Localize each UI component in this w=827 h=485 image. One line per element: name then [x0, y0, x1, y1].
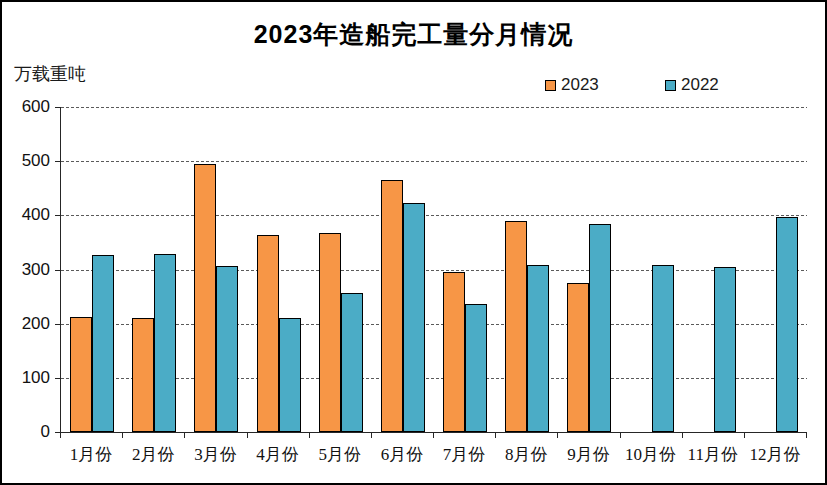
bar-2022-5月份: [341, 293, 363, 432]
y-tick-600: [55, 107, 60, 108]
x-tick-9: [620, 433, 621, 438]
plot-area: [60, 107, 807, 433]
x-tick-4: [309, 433, 310, 438]
y-axis-unit-label: 万载重吨: [14, 62, 86, 86]
bar-2023-1月份: [70, 317, 92, 432]
bar-2022-1月份: [92, 255, 114, 432]
bar-2023-5月份: [319, 233, 341, 432]
category-slot-3月份: [185, 107, 247, 432]
x-axis-label-5月份: 5月份: [309, 445, 371, 465]
x-axis-label-11月份: 11月份: [682, 445, 744, 465]
bar-2023-9月份: [567, 283, 589, 432]
x-axis-label-12月份: 12月份: [744, 445, 806, 465]
y-tick-100: [55, 378, 60, 379]
category-slot-9月份: [558, 107, 620, 432]
x-tick-1: [122, 433, 123, 438]
bar-2022-3月份: [216, 266, 238, 432]
bar-2022-8月份: [527, 265, 549, 432]
bar-series-container: [61, 107, 807, 432]
bar-2023-6月份: [381, 180, 403, 432]
bar-2023-3月份: [194, 164, 216, 432]
bar-2023-4月份: [257, 235, 279, 432]
bar-2022-7月份: [465, 304, 487, 432]
legend-label-2023: 2023: [561, 75, 599, 95]
category-slot-10月份: [621, 107, 683, 432]
category-slot-2月份: [123, 107, 185, 432]
y-axis-label-500: 500: [4, 152, 50, 170]
bar-2023-8月份: [505, 221, 527, 432]
category-slot-11月份: [683, 107, 745, 432]
x-tick-12: [806, 433, 807, 438]
x-tick-6: [433, 433, 434, 438]
legend-swatch-2022-icon: [665, 80, 676, 91]
x-tick-7: [495, 433, 496, 438]
y-tick-300: [55, 270, 60, 271]
legend-swatch-2023-icon: [545, 80, 556, 91]
y-axis-label-300: 300: [4, 261, 50, 279]
bar-2022-11月份: [714, 267, 736, 432]
bar-2022-9月份: [589, 224, 611, 433]
bar-2022-4月份: [279, 318, 301, 432]
legend-item-2022: 2022: [665, 75, 719, 95]
x-tick-2: [184, 433, 185, 438]
y-tick-500: [55, 161, 60, 162]
category-slot-1月份: [61, 107, 123, 432]
chart-page: 2023年造船完工量分月情况 万载重吨 2023 2022 0 100 200 300…: [0, 0, 827, 485]
x-tick-3: [247, 433, 248, 438]
x-axis-label-4月份: 4月份: [247, 445, 309, 465]
category-slot-7月份: [434, 107, 496, 432]
y-tick-400: [55, 215, 60, 216]
category-slot-8月份: [496, 107, 558, 432]
y-tick-200: [55, 324, 60, 325]
x-axis-label-9月份: 9月份: [557, 445, 619, 465]
bar-2022-6月份: [403, 203, 425, 432]
x-tick-5: [371, 433, 372, 438]
category-slot-4月份: [248, 107, 310, 432]
x-axis-label-1月份: 1月份: [60, 445, 122, 465]
x-tick-8: [557, 433, 558, 438]
bar-2022-10月份: [652, 265, 674, 432]
y-axis-label-600: 600: [4, 98, 50, 116]
x-tick-10: [682, 433, 683, 438]
y-axis-label-200: 200: [4, 315, 50, 333]
y-axis-label-0: 0: [4, 423, 50, 441]
x-axis-label-7月份: 7月份: [433, 445, 495, 465]
x-tick-11: [744, 433, 745, 438]
legend-label-2022: 2022: [681, 75, 719, 95]
category-slot-6月份: [372, 107, 434, 432]
bar-2022-12月份: [776, 217, 798, 432]
x-axis-label-2月份: 2月份: [122, 445, 184, 465]
legend-item-2023: 2023: [545, 75, 599, 95]
chart-title: 2023年造船完工量分月情况: [2, 18, 825, 51]
bar-2023-7月份: [443, 272, 465, 432]
x-axis-label-8月份: 8月份: [495, 445, 557, 465]
bar-2023-2月份: [132, 318, 154, 432]
x-tick-0: [60, 433, 61, 438]
x-axis-label-3月份: 3月份: [184, 445, 246, 465]
category-slot-12月份: [745, 107, 807, 432]
bar-2022-2月份: [154, 254, 176, 432]
y-axis-label-400: 400: [4, 206, 50, 224]
y-axis-label-100: 100: [4, 369, 50, 387]
x-axis-label-10月份: 10月份: [620, 445, 682, 465]
x-axis-label-6月份: 6月份: [371, 445, 433, 465]
category-slot-5月份: [310, 107, 372, 432]
